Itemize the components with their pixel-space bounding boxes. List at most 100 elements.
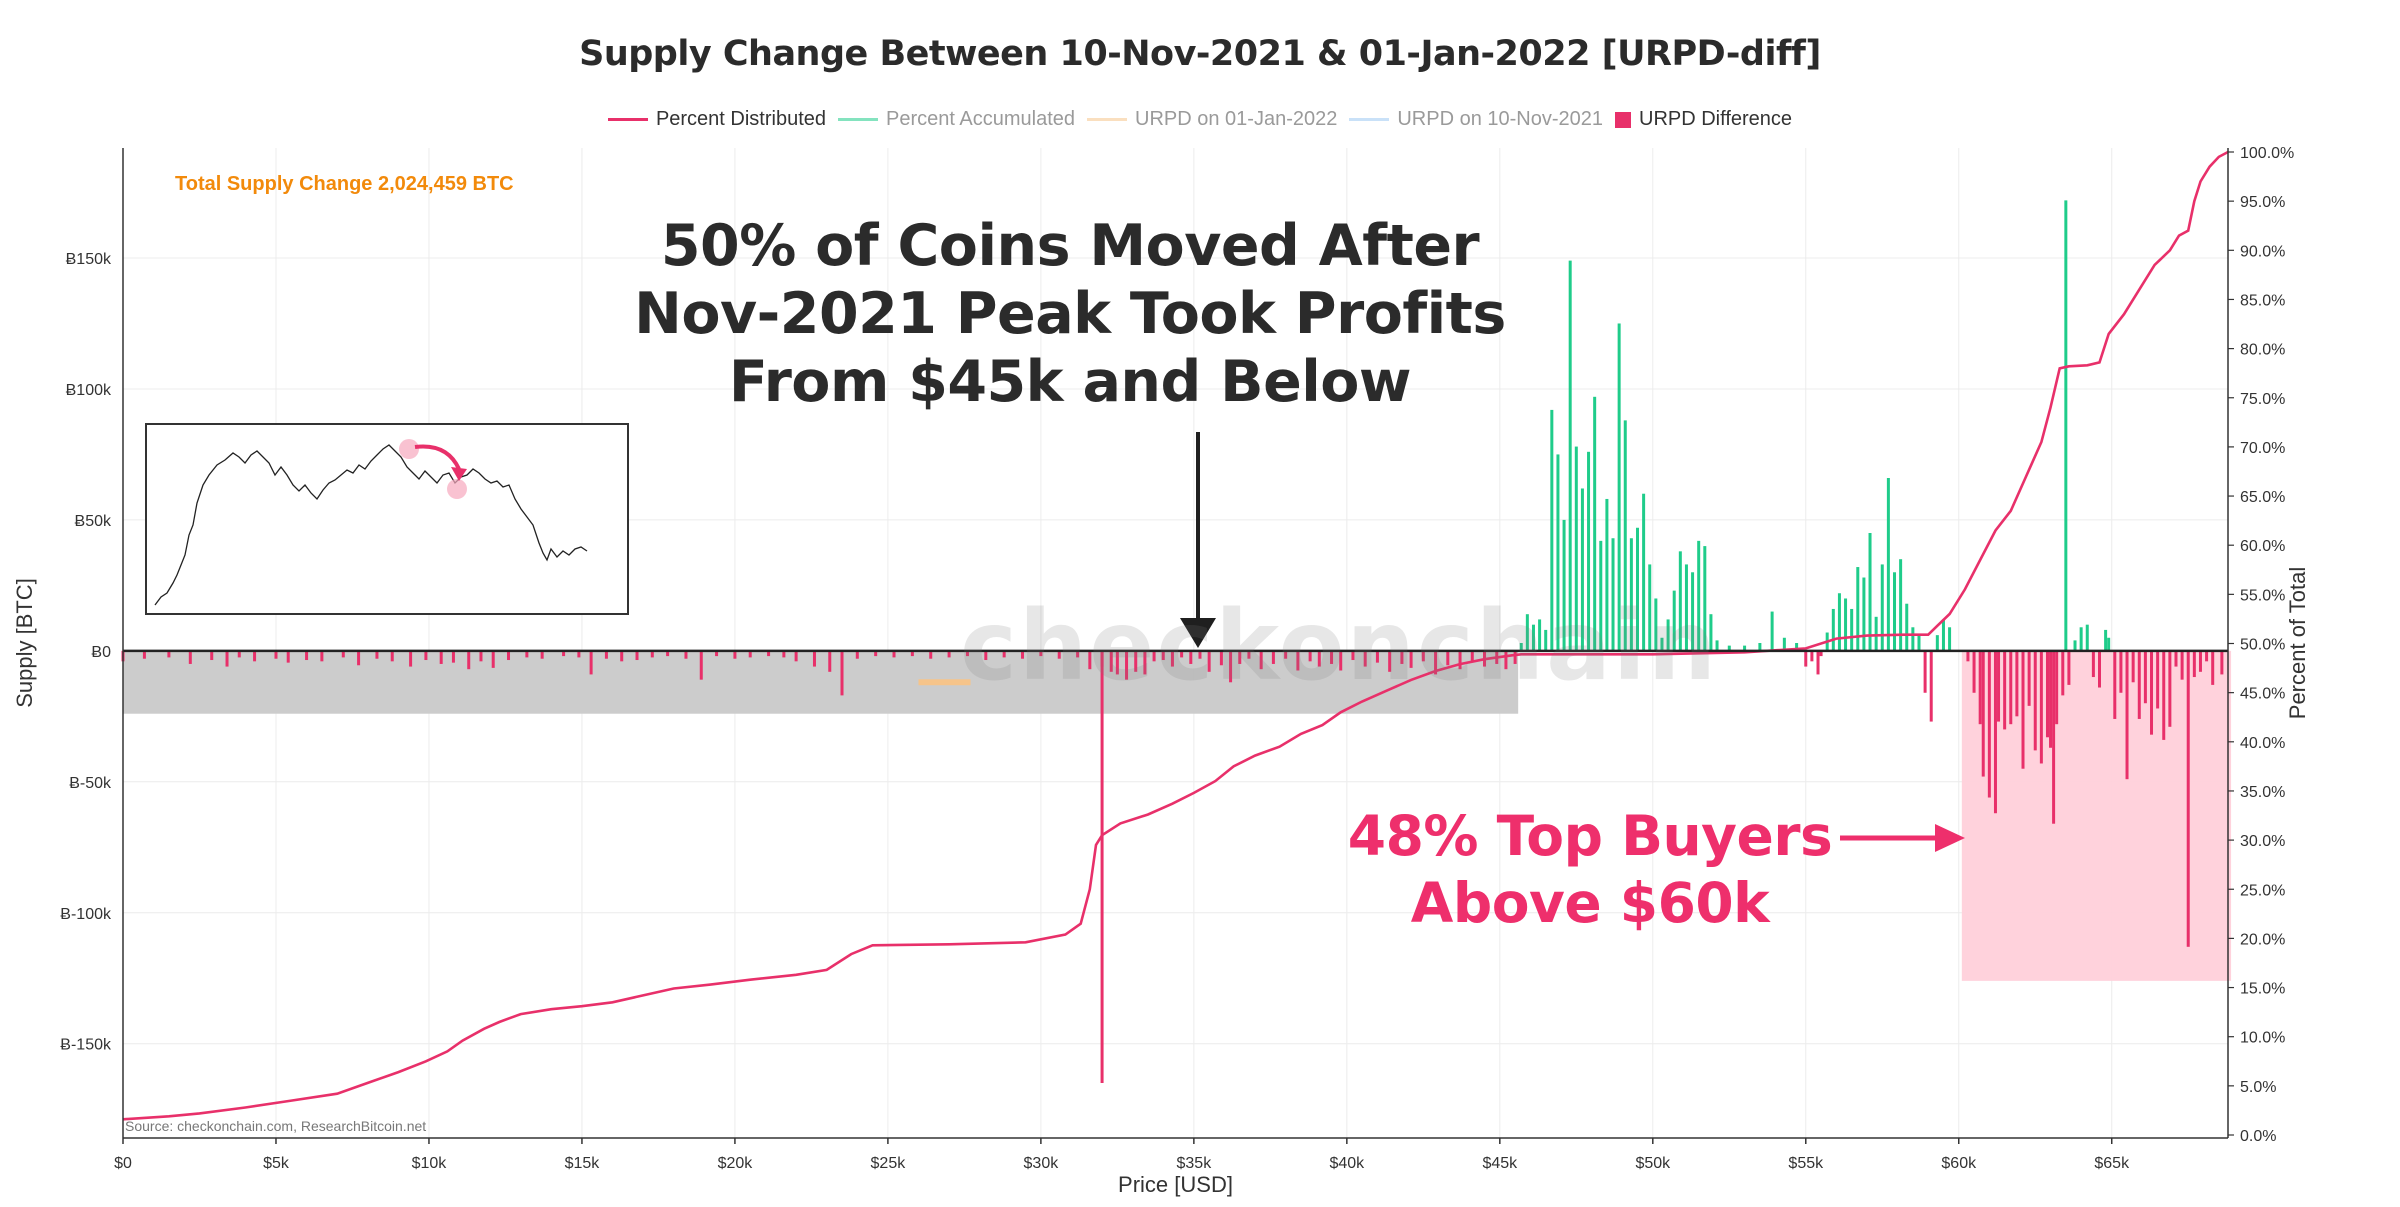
urpd-diff-bar (684, 650, 688, 659)
x-tick-label: $25k (871, 1155, 907, 1172)
urpd-diff-bar (2061, 650, 2065, 696)
watermark: checkonchain (960, 590, 1719, 702)
urpd-diff-bar (1238, 650, 1242, 664)
urpd-diff-bar (2186, 650, 2190, 947)
urpd-diff-bar (2211, 650, 2215, 685)
urpd-diff-bar (1923, 650, 1927, 693)
y2-tick-label: 10.0% (2240, 1030, 2285, 1047)
urpd-diff-bar (1899, 559, 1903, 651)
urpd-diff-bar (1363, 650, 1367, 667)
annotation-line: Above $60k (1410, 871, 1770, 935)
urpd-diff-bar (409, 650, 413, 667)
y2-tick-label: 25.0% (2240, 882, 2285, 899)
urpd-diff-bar (1993, 650, 1997, 814)
urpd-diff-bar (1134, 650, 1138, 672)
urpd-diff-bar (1330, 650, 1334, 664)
y2-tick-label: 50.0% (2240, 637, 2285, 654)
inset-arrow-head (451, 467, 467, 481)
urpd-diff-bar (2049, 650, 2053, 748)
urpd-diff-bar (1513, 650, 1517, 664)
urpd-diff-bar (965, 650, 969, 657)
legend-label: URPD on 01-Jan-2022 (1135, 108, 1338, 130)
urpd-diff-bar (1556, 454, 1560, 651)
urpd-diff-bar (1284, 650, 1288, 659)
urpd-diff-bar (1308, 650, 1312, 662)
x-tick-label: $0 (114, 1155, 132, 1172)
urpd-diff-bar (507, 650, 511, 661)
y2-axis-title: Percent of Total (2285, 567, 2310, 719)
urpd-diff-bar (1587, 451, 1591, 651)
urpd-diff-bar (253, 650, 257, 662)
urpd-diff-bar (1170, 650, 1174, 667)
y2-tick-label: 0.0% (2240, 1128, 2276, 1145)
urpd-diff-bar (929, 650, 933, 659)
urpd-diff-bar (225, 650, 229, 667)
source-note: Source: checkonchain.com, ResearchBitcoi… (125, 1118, 427, 1134)
legend-item[interactable]: URPD on 01-Jan-2022 (1087, 108, 1337, 131)
urpd-diff-bar (2198, 650, 2202, 672)
urpd-diff-bar (1635, 527, 1639, 651)
urpd-diff-bar (2003, 650, 2007, 730)
urpd-diff-bar (1538, 619, 1542, 651)
urpd-diff-bar (1862, 577, 1866, 651)
inset-price-chart (154, 439, 588, 606)
y-tick-label: Ƀ150k (66, 251, 112, 268)
urpd-diff-bar (1531, 624, 1535, 651)
urpd-diff-bar (2113, 650, 2117, 719)
urpd-diff-bar (947, 650, 951, 658)
right-arrow-head (1935, 824, 1965, 852)
bar-series (121, 200, 2224, 947)
legend-swatch (1349, 118, 1390, 121)
legend-item[interactable]: Percent Accumulated (838, 108, 1075, 131)
legend-swatch (838, 118, 879, 121)
urpd-diff-bar (1709, 614, 1713, 651)
urpd-diff-bar (1088, 650, 1092, 670)
urpd-diff-bar (1893, 572, 1897, 651)
urpd-diff-bar (1317, 650, 1321, 667)
urpd-diff-bar (1948, 627, 1952, 651)
urpd-diff-bar (604, 650, 608, 659)
y2-tick-label: 30.0% (2240, 833, 2285, 850)
urpd-diff-bar (1580, 488, 1584, 651)
urpd-diff-bar (2015, 650, 2019, 717)
x-tick-label: $30k (1024, 1155, 1060, 1172)
urpd-diff-bar (1525, 614, 1529, 651)
urpd-diff-bar (1076, 650, 1080, 658)
urpd-diff-bar (2162, 650, 2166, 740)
urpd-diff-bar (210, 650, 214, 661)
urpd-diff-bar (828, 650, 832, 672)
urpd-diff-bar (1648, 564, 1652, 651)
urpd-diff-bar (1691, 572, 1695, 651)
urpd-diff-bar (491, 650, 495, 668)
urpd-diff-bar (1504, 650, 1508, 670)
urpd-diff-bar (1819, 650, 1823, 657)
urpd-diff-bar (2156, 650, 2160, 709)
urpd-diff-bar (375, 650, 379, 659)
urpd-diff-bar (2104, 629, 2108, 651)
y2-tick-label: 75.0% (2240, 391, 2285, 408)
urpd-diff-bar (1339, 650, 1343, 671)
urpd-diff-bar (2045, 650, 2049, 738)
legend-item[interactable]: URPD Difference (1615, 108, 1792, 131)
urpd-diff-bar (1143, 650, 1147, 675)
legend-item[interactable]: Percent Distributed (607, 108, 826, 131)
urpd-diff-bar (2174, 650, 2178, 667)
urpd-diff-bar (540, 650, 544, 659)
urpd-diff-bar (2039, 650, 2043, 764)
urpd-diff-bar (715, 650, 719, 657)
y2-tick-label: 95.0% (2240, 194, 2285, 211)
legend-item[interactable]: URPD on 10-Nov-2021 (1349, 108, 1603, 131)
urpd-diff-bar (320, 650, 324, 662)
urpd-diff-bar (2119, 650, 2123, 693)
urpd-diff-bar (874, 650, 878, 657)
urpd-diff-bar (1981, 650, 1985, 777)
urpd-diff-bar (357, 650, 361, 666)
urpd-diff-bar (620, 650, 624, 662)
x-tick-label: $55k (1788, 1155, 1824, 1172)
y2-tick-label: 55.0% (2240, 587, 2285, 604)
urpd-diff-bar (1470, 650, 1474, 662)
urpd-diff-bar (1002, 650, 1006, 658)
urpd-diff-bar (2131, 650, 2135, 683)
urpd-diff-bar (1816, 650, 1820, 675)
urpd-diff-bar (142, 650, 146, 659)
